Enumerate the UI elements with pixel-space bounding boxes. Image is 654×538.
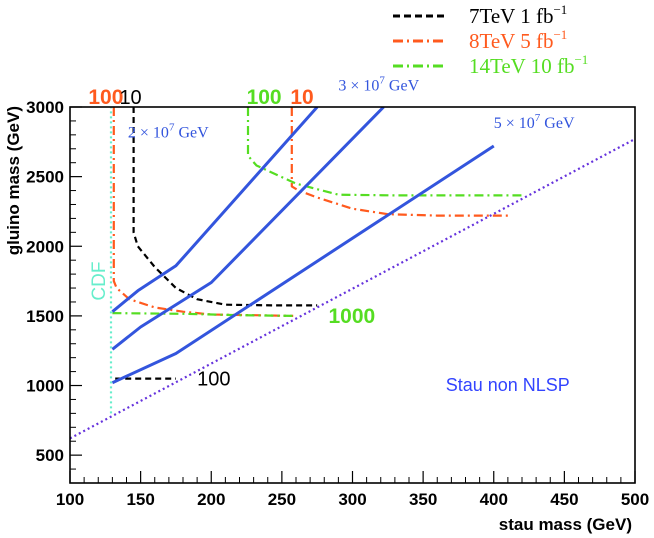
x-tick-label: 450 [550,490,578,509]
x-tick-label: 100 [56,490,84,509]
y-tick-label: 1500 [26,307,64,326]
x-tick-label: 250 [268,490,296,509]
y-axis-title: gluino mass (GeV) [4,106,23,255]
x-tick-label: 400 [480,490,508,509]
contour-label: 2 × 107 GeV [128,122,209,142]
series-line-4 [290,107,508,217]
legend-label: 14TeV 10 fb−1 [469,52,588,78]
plot-frame [69,106,636,484]
series-line-9 [111,144,495,385]
legend-entry: 14TeV 10 fb−1 [393,52,588,78]
contour-label: 100 [88,86,123,109]
y-tick-label: 500 [36,446,64,465]
annotation-cdf: CDF [89,262,110,301]
x-tick-label: 350 [409,490,437,509]
series-line-7 [111,107,319,313]
series-line-5 [246,107,522,197]
series-line-1 [132,107,318,307]
region-label: Stau non NLSP [446,375,570,395]
legend-label: 7TeV 1 fb−1 [469,2,567,28]
y-tick-label: 3000 [26,98,64,117]
x-tick-label: 300 [338,490,366,509]
series-line-6 [112,312,294,317]
x-axis-title: stau mass (GeV) [499,515,632,534]
legend-entry: 8TeV 5 fb−1 [393,27,567,53]
legend-label: 8TeV 5 fb−1 [469,27,567,53]
y-tick-label: 1000 [26,377,64,396]
contour-label: 100 [197,369,230,391]
contour-label: 1000 [328,305,375,328]
x-tick-label: 500 [621,490,649,509]
y-tick-label: 2000 [26,237,64,256]
contour-label: 3 × 107 GeV [338,74,419,94]
y-tick-label: 2500 [26,168,64,187]
x-tick-label: 200 [197,490,225,509]
contour-label: 5 × 107 GeV [494,112,575,132]
x-tick-label: 150 [126,490,154,509]
series-line-8 [111,107,385,351]
series-line-10 [70,138,635,440]
legend-entry: 7TeV 1 fb−1 [393,2,567,28]
contour-label: 10 [119,87,141,109]
contour-label: 10 [290,86,313,109]
contour-label: 100 [247,86,282,109]
